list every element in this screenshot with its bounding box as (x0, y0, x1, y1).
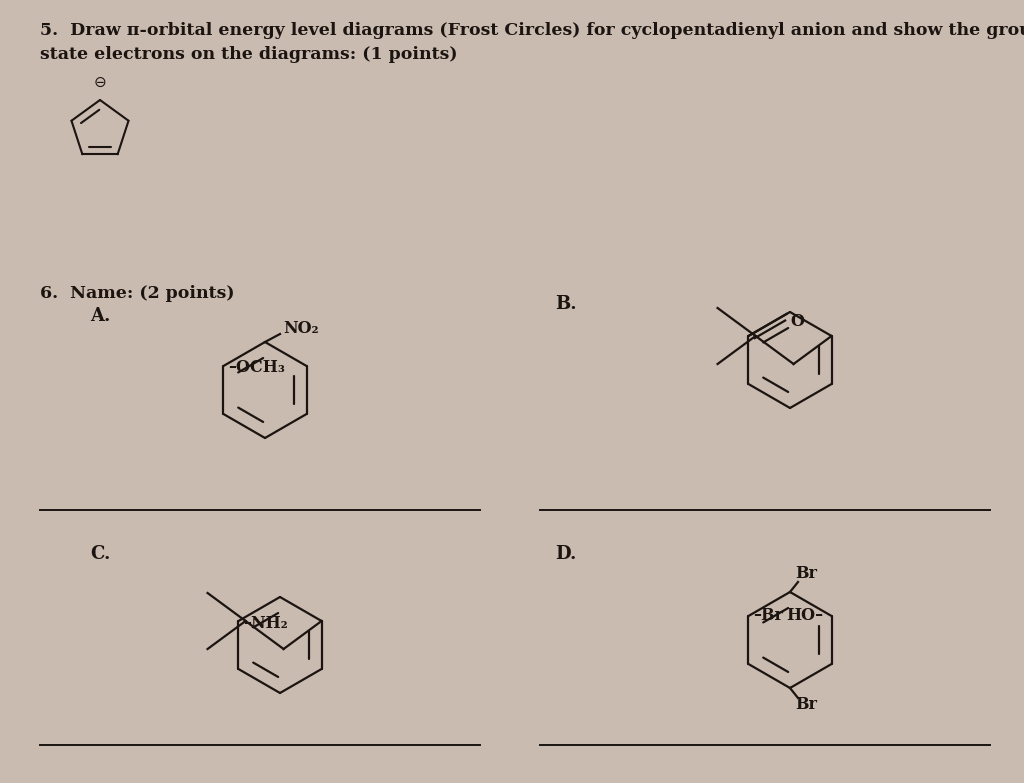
Text: HO–: HO– (786, 608, 823, 625)
Text: D.: D. (555, 545, 577, 563)
Text: –NH₂: –NH₂ (244, 615, 288, 632)
Text: Br: Br (795, 696, 817, 713)
Text: B.: B. (555, 295, 577, 313)
Text: A.: A. (90, 307, 111, 325)
Text: O: O (791, 313, 805, 330)
Text: Br: Br (795, 565, 817, 582)
Text: state electrons on the diagrams: (1 points): state electrons on the diagrams: (1 poin… (40, 46, 458, 63)
Text: ⊖: ⊖ (93, 74, 106, 89)
Text: –Br: –Br (754, 608, 783, 625)
Text: –OCH₃: –OCH₃ (228, 359, 286, 377)
Text: C.: C. (90, 545, 111, 563)
Text: 6.  Name: (2 points): 6. Name: (2 points) (40, 285, 234, 302)
Text: 5.  Draw π-orbital energy level diagrams (Frost Circles) for cyclopentadienyl an: 5. Draw π-orbital energy level diagrams … (40, 22, 1024, 39)
Text: NO₂: NO₂ (283, 320, 318, 337)
